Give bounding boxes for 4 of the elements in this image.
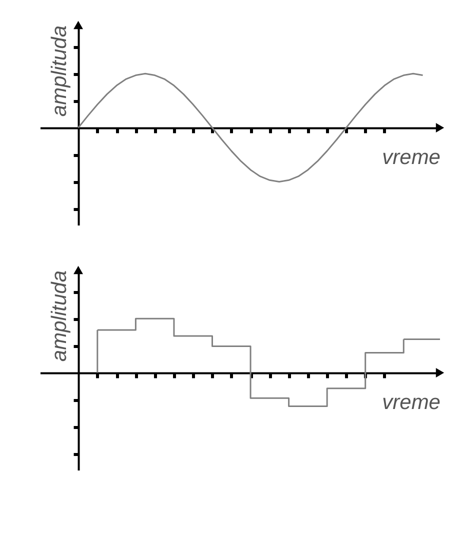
- x-axis-title: vreme: [382, 391, 440, 414]
- y-axis-title: amplituda: [48, 270, 71, 362]
- y-axis-title: amplituda: [48, 26, 71, 117]
- x-axis-title: vreme: [382, 146, 440, 170]
